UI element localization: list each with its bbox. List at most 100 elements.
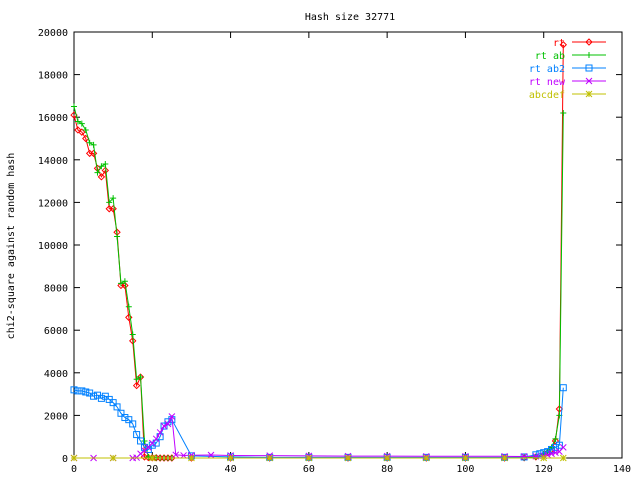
data-point bbox=[121, 278, 128, 285]
data-point bbox=[74, 387, 82, 395]
data-point bbox=[164, 420, 172, 428]
data-point bbox=[102, 161, 109, 168]
data-point bbox=[70, 386, 78, 394]
y-tick-label: 4000 bbox=[44, 369, 68, 380]
data-point bbox=[152, 435, 160, 443]
x-tick-label: 0 bbox=[71, 464, 77, 475]
x-tick-label: 80 bbox=[381, 464, 393, 475]
y-tick-label: 8000 bbox=[44, 284, 68, 295]
x-tick-label: 140 bbox=[613, 464, 631, 475]
y-tick-label: 10000 bbox=[38, 241, 68, 252]
data-point bbox=[97, 173, 106, 181]
data-point bbox=[137, 437, 145, 445]
data-point bbox=[110, 195, 117, 202]
data-point bbox=[180, 452, 187, 459]
data-point bbox=[121, 281, 129, 290]
plot-area bbox=[70, 41, 567, 462]
data-point bbox=[555, 441, 563, 449]
data-point bbox=[133, 431, 141, 439]
legend-marker bbox=[586, 52, 592, 58]
data-point bbox=[113, 403, 121, 411]
series-rt-new bbox=[70, 413, 567, 462]
data-point bbox=[125, 303, 132, 310]
legend-label: abcdef bbox=[529, 90, 565, 101]
chart-title: Hash size 32771 bbox=[305, 12, 395, 23]
data-point bbox=[74, 126, 82, 134]
data-point bbox=[129, 420, 137, 428]
data-point bbox=[559, 443, 567, 451]
data-point bbox=[125, 313, 133, 322]
data-point bbox=[156, 429, 164, 436]
data-point bbox=[129, 331, 136, 338]
series-abcdef bbox=[70, 454, 567, 462]
data-point bbox=[90, 392, 98, 400]
data-point bbox=[152, 439, 160, 447]
data-point bbox=[422, 454, 430, 462]
y-tick-label: 12000 bbox=[38, 198, 68, 209]
y-tick-label: 0 bbox=[62, 454, 68, 465]
data-point bbox=[129, 337, 137, 345]
data-point bbox=[101, 166, 110, 175]
legend-marker bbox=[585, 38, 593, 46]
data-point bbox=[114, 233, 121, 240]
data-point bbox=[137, 374, 144, 381]
data-point bbox=[117, 409, 125, 417]
data-point bbox=[551, 443, 559, 451]
data-point bbox=[117, 280, 124, 287]
series-line bbox=[73, 106, 564, 459]
x-tick-label: 100 bbox=[456, 464, 474, 475]
data-point bbox=[109, 454, 117, 462]
data-point bbox=[560, 109, 567, 116]
data-point bbox=[133, 376, 140, 383]
data-point bbox=[207, 451, 215, 459]
series-line bbox=[73, 44, 564, 459]
data-point bbox=[383, 454, 391, 462]
legend-label: rt ab bbox=[535, 51, 565, 62]
legend-marker bbox=[585, 90, 593, 98]
data-point bbox=[74, 118, 81, 125]
data-point bbox=[137, 450, 144, 458]
y-axis-label: chi2-square against random hash bbox=[6, 153, 17, 340]
data-point bbox=[227, 454, 234, 462]
data-point bbox=[536, 450, 544, 458]
data-point bbox=[160, 422, 168, 430]
data-point bbox=[141, 437, 148, 444]
data-point bbox=[462, 454, 469, 462]
data-point bbox=[266, 454, 274, 462]
data-point bbox=[109, 205, 117, 213]
data-point bbox=[148, 441, 156, 449]
series-rt bbox=[70, 41, 567, 462]
data-point bbox=[141, 447, 148, 454]
data-point bbox=[82, 126, 89, 133]
series-rt-ab bbox=[71, 103, 567, 461]
data-point bbox=[71, 103, 77, 110]
data-point bbox=[344, 454, 352, 462]
data-point bbox=[501, 454, 508, 462]
data-point bbox=[109, 399, 117, 407]
data-point bbox=[70, 454, 78, 462]
data-point bbox=[552, 449, 559, 457]
data-point bbox=[305, 454, 313, 462]
x-tick-label: 40 bbox=[225, 464, 237, 475]
legend-label: rt ab2 bbox=[529, 64, 565, 75]
legend-marker bbox=[585, 77, 593, 85]
data-point bbox=[78, 120, 85, 127]
data-point bbox=[148, 454, 156, 462]
data-point bbox=[188, 454, 195, 462]
data-point bbox=[160, 422, 168, 430]
data-point bbox=[552, 435, 559, 442]
data-point bbox=[97, 394, 105, 402]
data-point bbox=[98, 163, 105, 170]
data-point bbox=[168, 413, 176, 420]
data-point bbox=[89, 149, 98, 158]
data-point bbox=[559, 41, 567, 49]
y-tick-label: 2000 bbox=[44, 411, 68, 422]
x-tick-label: 120 bbox=[535, 464, 553, 475]
data-point bbox=[106, 199, 113, 206]
data-point bbox=[82, 388, 90, 396]
data-point bbox=[540, 454, 548, 462]
x-tick-label: 60 bbox=[303, 464, 315, 475]
legend-marker bbox=[585, 64, 593, 72]
data-point bbox=[548, 445, 556, 453]
